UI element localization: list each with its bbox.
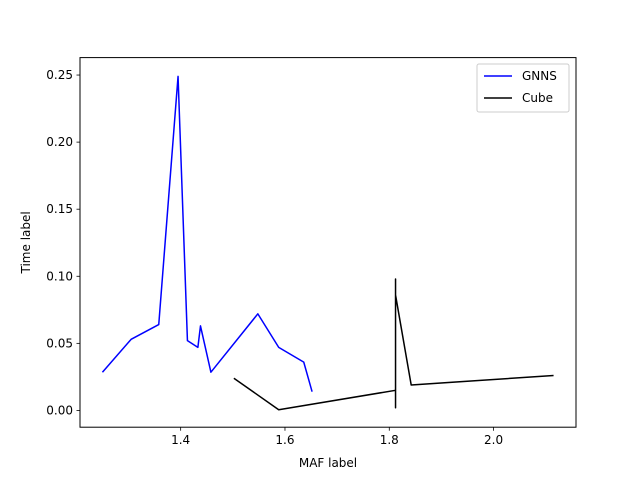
y-tick-label: 0.25 (46, 68, 73, 82)
x-axis-label: MAF label (299, 456, 357, 470)
x-axis-ticks: 1.4 1.6 1.8 2.0 (171, 427, 503, 447)
y-tick-label: 0.10 (46, 269, 73, 283)
legend: GNNS Cube (476, 63, 570, 113)
y-tick-label: 0.15 (46, 202, 73, 216)
y-tick-label: 0.20 (46, 135, 73, 149)
series-line-cube (233, 278, 554, 411)
legend-label-cube: Cube (522, 91, 553, 105)
x-tick-label: 1.6 (275, 433, 294, 447)
legend-label-gnns: GNNS (522, 69, 557, 83)
y-tick-label: 0.05 (46, 336, 73, 350)
series-line-gnns (101, 75, 313, 392)
plot-area (80, 57, 576, 428)
y-tick-label: 0.00 (46, 403, 73, 417)
x-tick-label: 1.4 (171, 433, 190, 447)
series-layer (101, 75, 554, 411)
y-axis-label: Time label (19, 211, 33, 274)
axes-frame (79, 57, 577, 428)
x-tick-label: 1.8 (380, 433, 399, 447)
y-axis-ticks: 0.00 0.05 0.10 0.15 0.20 0.25 (46, 68, 80, 417)
x-tick-label: 2.0 (484, 433, 503, 447)
